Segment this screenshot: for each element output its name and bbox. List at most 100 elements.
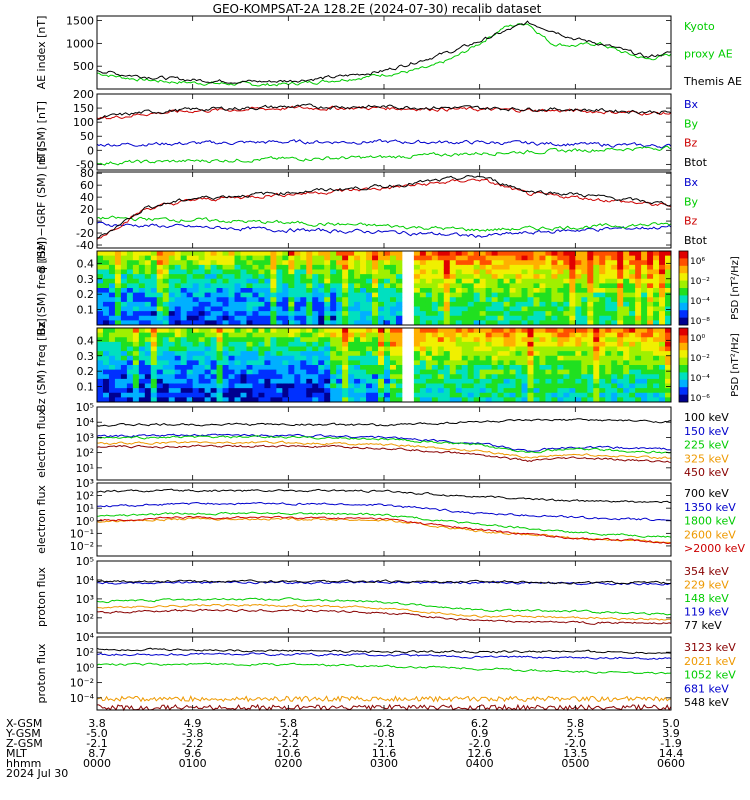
spectrogram-cell bbox=[132, 360, 140, 366]
spectrogram-cell bbox=[258, 383, 265, 389]
spectrogram-cell bbox=[156, 278, 164, 284]
spectrogram-cell bbox=[366, 378, 373, 384]
spectrogram-cell bbox=[138, 374, 146, 380]
spectrogram-cell bbox=[599, 320, 606, 326]
spectrogram-cell bbox=[174, 251, 182, 257]
spectrogram-cell bbox=[97, 332, 104, 338]
spectrogram-cell bbox=[324, 383, 331, 389]
spectrogram-cell bbox=[665, 351, 672, 357]
spectrogram-cell bbox=[641, 369, 648, 375]
spectrogram-cell bbox=[653, 332, 660, 338]
spectrogram-cell bbox=[144, 297, 152, 303]
spectrogram-cell bbox=[168, 369, 176, 375]
spectrogram-cell bbox=[569, 392, 576, 398]
spectrogram-cell bbox=[132, 337, 140, 343]
spectrogram-cell bbox=[623, 374, 630, 380]
spectrogram-cell bbox=[330, 288, 337, 294]
spectrogram-cell bbox=[653, 378, 660, 384]
spectrogram-cell bbox=[180, 392, 188, 398]
spectrogram-cell bbox=[312, 260, 319, 266]
spectrogram-cell bbox=[575, 351, 582, 357]
spectrogram-cell bbox=[246, 360, 253, 366]
spectrogram-cell bbox=[336, 278, 343, 284]
spectrogram-cell bbox=[659, 392, 666, 398]
spectrogram-cell bbox=[192, 351, 200, 357]
spectrogram-cell bbox=[330, 260, 337, 266]
spectrogram-cell bbox=[186, 383, 194, 389]
spectrogram-cell bbox=[156, 264, 164, 270]
spectrogram-cell bbox=[515, 374, 522, 380]
spectrogram-cell bbox=[222, 374, 229, 380]
spectrogram-cell bbox=[557, 337, 564, 343]
spectrogram-cell bbox=[324, 278, 331, 284]
spectrogram-cell bbox=[180, 365, 188, 371]
spectrogram-cell bbox=[617, 292, 624, 298]
spectrogram-cell bbox=[246, 297, 253, 303]
spectrogram-cell bbox=[306, 311, 313, 317]
spectrogram-cell bbox=[491, 264, 499, 270]
spectrogram-cell bbox=[557, 383, 564, 389]
spectrogram-cell bbox=[300, 320, 307, 326]
spectrogram-cell bbox=[180, 351, 188, 357]
spectrogram-cell bbox=[389, 306, 397, 312]
spectrogram-cell bbox=[174, 328, 182, 334]
spectrogram-cell bbox=[318, 260, 325, 266]
spectrogram-cell bbox=[647, 288, 654, 294]
spectrogram-cell bbox=[635, 378, 642, 384]
spectrogram-cell bbox=[312, 383, 319, 389]
spectrogram-cell bbox=[324, 288, 331, 294]
spectrogram-cell bbox=[521, 392, 528, 398]
spectrogram-cell bbox=[324, 341, 331, 347]
spectrogram-cell bbox=[641, 341, 648, 347]
spectrogram-cell bbox=[360, 369, 367, 375]
legend-label: 148 keV bbox=[684, 592, 729, 605]
spectrogram-cell bbox=[593, 255, 600, 261]
ephemeris-value: -2.0 bbox=[469, 737, 490, 750]
spectrogram-cell bbox=[132, 274, 140, 280]
spectrogram-cell bbox=[659, 288, 666, 294]
spectrogram-cell bbox=[120, 260, 128, 266]
spectrogram-cell bbox=[210, 255, 217, 261]
spectrogram-cell bbox=[144, 274, 152, 280]
spectrogram-cell bbox=[180, 360, 188, 366]
spectrogram-cell bbox=[186, 328, 194, 334]
spectrogram-cell bbox=[97, 351, 104, 357]
spectrogram-cell bbox=[551, 283, 558, 289]
y-tick-label: 80 bbox=[80, 167, 94, 180]
spectrogram-cell bbox=[138, 397, 146, 403]
spectrogram-cell bbox=[629, 383, 636, 389]
spectrogram-cell bbox=[419, 283, 427, 289]
spectrogram-cell bbox=[270, 378, 277, 384]
spectrogram-cell bbox=[102, 320, 110, 326]
spectrogram-cell bbox=[186, 269, 194, 275]
spectrogram-cell bbox=[342, 301, 349, 307]
spectrogram-cell bbox=[647, 378, 654, 384]
spectrogram-cell bbox=[150, 311, 158, 317]
spectrogram-cell bbox=[389, 337, 397, 343]
spectrogram-cell bbox=[479, 392, 487, 398]
spectrogram-cell bbox=[569, 355, 576, 361]
spectrogram-cell bbox=[366, 337, 373, 343]
spectrogram-cell bbox=[372, 346, 379, 352]
spectrogram-cell bbox=[324, 297, 331, 303]
spectrogram-cell bbox=[605, 297, 612, 303]
spectrogram-cell bbox=[324, 315, 331, 321]
spectrogram-cell bbox=[605, 369, 612, 375]
spectrogram-cell bbox=[431, 288, 439, 294]
spectrogram-cell bbox=[378, 297, 385, 303]
spectrogram-cell bbox=[384, 320, 391, 326]
spectrogram-cell bbox=[234, 374, 241, 380]
spectrogram-cell bbox=[378, 337, 385, 343]
spectrogram-cell bbox=[437, 365, 445, 371]
spectrogram-cell bbox=[593, 369, 600, 375]
spectrogram-cell bbox=[593, 288, 600, 294]
spectrogram-cell bbox=[174, 374, 182, 380]
series-line-1 bbox=[96, 215, 672, 232]
spectrogram-cell bbox=[653, 311, 660, 317]
spectrogram-cell bbox=[515, 288, 522, 294]
spectrogram-cell bbox=[503, 306, 510, 312]
spectrogram-cell bbox=[348, 301, 355, 307]
series-line-2 bbox=[96, 105, 672, 120]
spectrogram-cell bbox=[389, 388, 397, 394]
